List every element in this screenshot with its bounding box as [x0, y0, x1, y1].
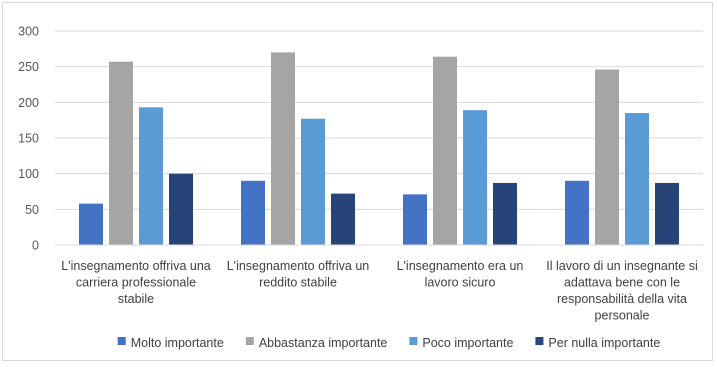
category-label: lavoro sicuro	[425, 276, 496, 290]
legend: Molto importante Abbastanza importante Poc…	[117, 336, 660, 350]
legend-label: Poco importante	[422, 336, 513, 350]
legend-swatch	[409, 337, 418, 345]
bar-2-2	[271, 52, 295, 246]
bar-2-1	[109, 61, 133, 245]
chart-frame: 0 50 100 150 200 250 300 L'insegnamento offriv…	[2, 2, 713, 361]
category-label: L'insegnamento offriva un	[227, 259, 370, 273]
bar-3-3	[463, 110, 487, 246]
legend-label: Abbastanza importante	[259, 336, 388, 350]
bar-3-4	[625, 113, 649, 246]
legend-swatch	[245, 337, 254, 345]
category-label: reddito stabile	[259, 276, 337, 290]
bar-4-2	[331, 193, 355, 245]
bar-3-2	[301, 118, 325, 245]
bar-2-3	[433, 56, 457, 246]
bar-chart: 0 50 100 150 200 250 300 L'insegnamento offriv…	[18, 25, 703, 350]
category-label: personale	[595, 309, 650, 323]
y-tick-label: 0	[32, 239, 39, 253]
bar-3-1	[139, 107, 163, 246]
category-label: carriera professionale	[76, 276, 196, 290]
y-tick-label: 50	[25, 203, 39, 217]
bar-1-2	[241, 180, 265, 245]
category-label: L'insegnamento era un	[397, 259, 524, 273]
legend-label: Per nulla importante	[548, 336, 660, 350]
bar-2-4	[595, 69, 619, 246]
legend-label: Molto importante	[131, 336, 224, 350]
bar-4-3	[493, 182, 517, 245]
legend-item: Abbastanza importante	[245, 336, 388, 350]
legend-swatch	[535, 337, 544, 345]
y-tick-label: 300	[18, 25, 39, 39]
bar-4-1	[169, 173, 193, 245]
bar-1-3	[403, 194, 427, 245]
y-tick-label: 200	[18, 96, 39, 110]
category-label: stabile	[118, 292, 154, 306]
y-tick-label: 250	[18, 60, 39, 74]
category-label: responsabilità della vita	[557, 292, 687, 306]
category-labels: L'insegnamento offriva una carriera profe…	[61, 259, 697, 323]
category-label: Il lavoro di un insegnante si	[546, 259, 697, 273]
legend-item: Poco importante	[409, 336, 513, 350]
bars	[79, 52, 679, 246]
bar-1-4	[565, 180, 589, 245]
legend-item: Per nulla importante	[535, 336, 660, 350]
legend-item: Molto importante	[117, 336, 224, 350]
bar-1-1	[79, 203, 103, 245]
y-tick-label: 150	[18, 132, 39, 146]
y-axis-ticks: 0 50 100 150 200 250 300	[18, 25, 39, 253]
y-tick-label: 100	[18, 167, 39, 181]
legend-swatch	[117, 337, 126, 345]
category-label: L'insegnamento offriva una	[61, 259, 211, 273]
bar-4-4	[655, 182, 679, 245]
category-label: adattava bene con le	[564, 276, 680, 290]
